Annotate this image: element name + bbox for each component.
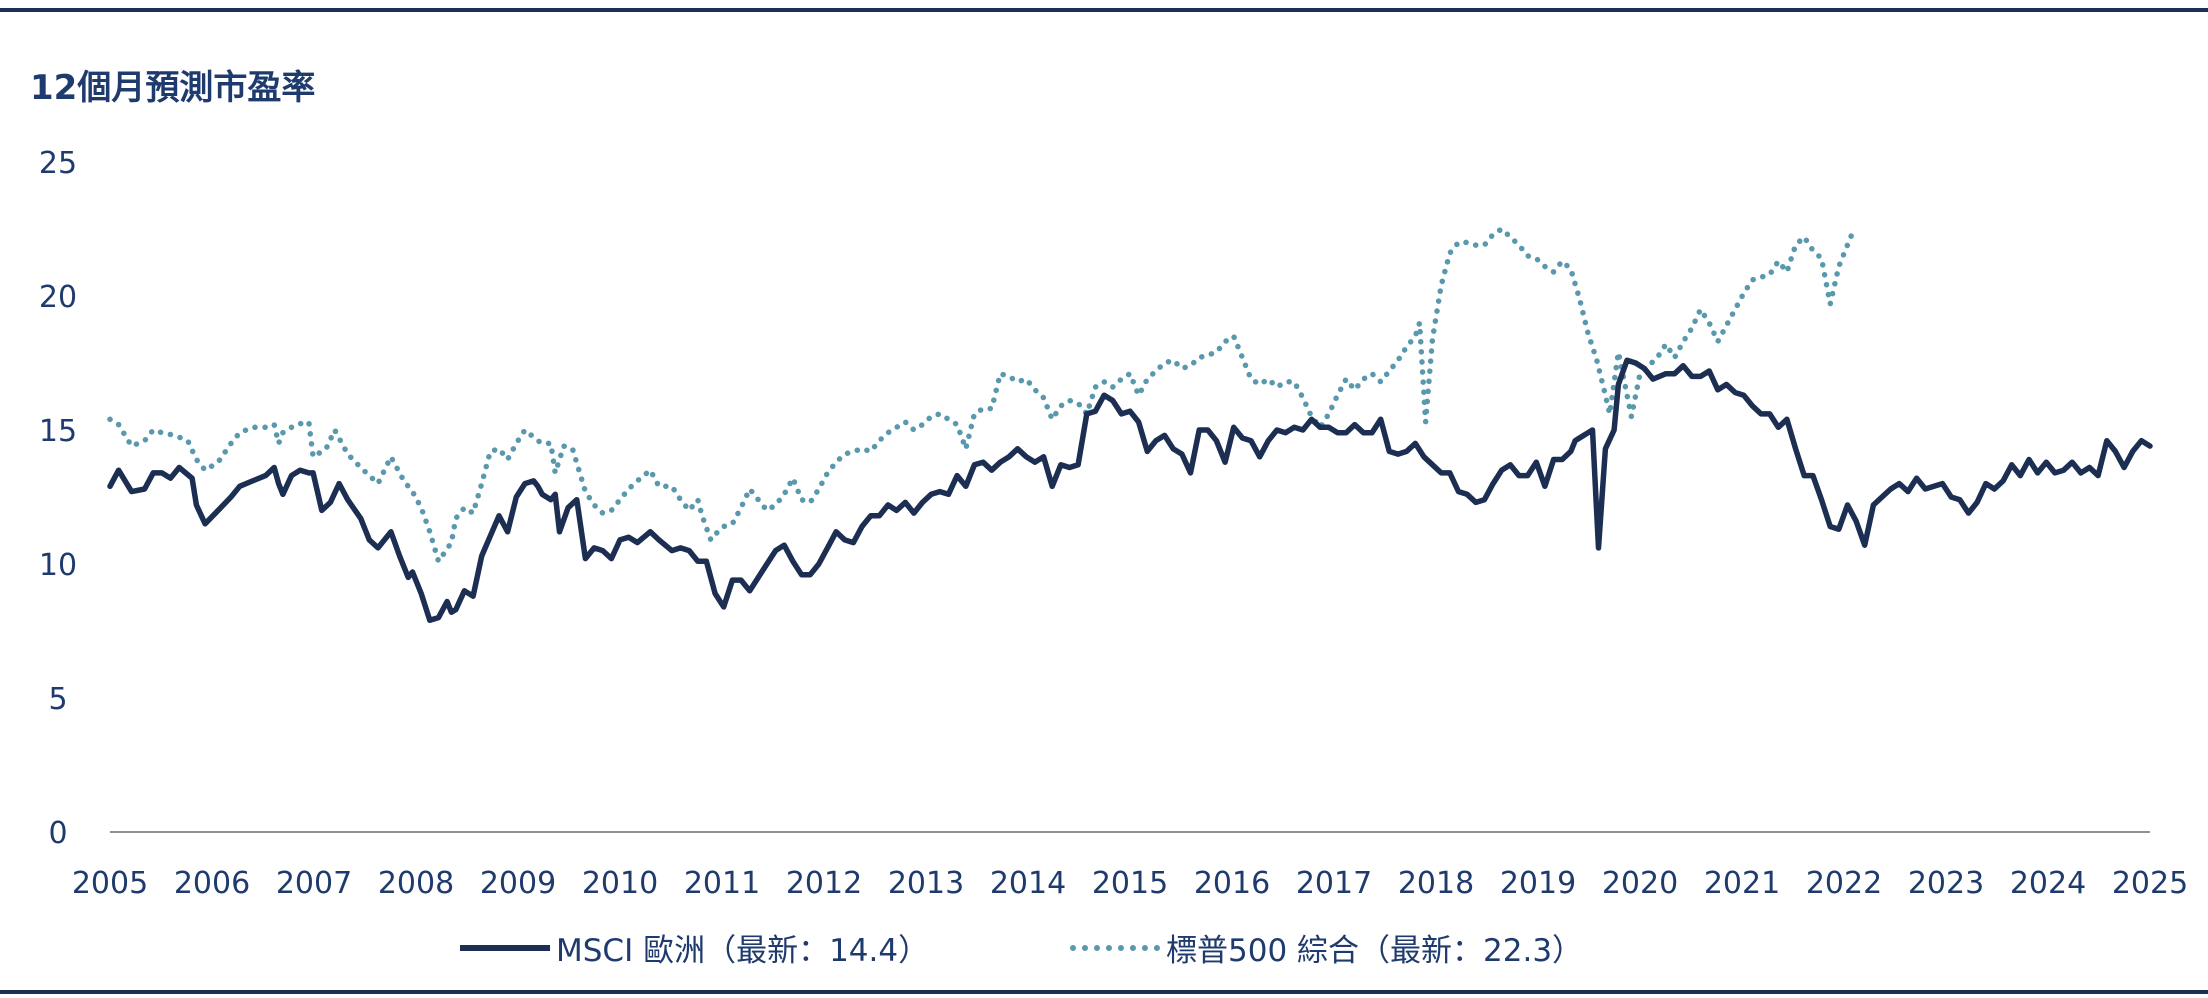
y-tick-label: 25 — [39, 146, 77, 181]
x-tick-label: 2014 — [990, 866, 1066, 901]
top-rule — [0, 8, 2208, 12]
y-tick-label: 5 — [48, 682, 67, 717]
y-tick-label: 10 — [39, 548, 77, 583]
y-tick-label: 0 — [48, 816, 67, 851]
x-tick-label: 2012 — [786, 866, 862, 901]
legend-swatch-dotted — [1070, 944, 1160, 951]
x-tick-label: 2020 — [1602, 866, 1678, 901]
legend-swatch-solid — [460, 944, 550, 951]
x-tick-label: 2017 — [1296, 866, 1372, 901]
legend-item-sp500: 標普500 綜合（最新：22.3） — [1070, 925, 1583, 970]
chart-title: 12個月預測市盈率 — [30, 68, 316, 108]
x-tick-label: 2007 — [276, 866, 352, 901]
legend: MSCI 歐洲（最新：14.4） 標普500 綜合（最新：22.3） — [0, 925, 2208, 975]
y-tick-label: 20 — [39, 280, 77, 315]
series-line-sp500 — [107, 226, 1855, 565]
x-tick-label: 2022 — [1806, 866, 1882, 901]
legend-item-msci: MSCI 歐洲（最新：14.4） — [460, 925, 929, 970]
x-tick-label: 2019 — [1500, 866, 1576, 901]
x-tick-label: 2025 — [2112, 866, 2188, 901]
x-tick-label: 2010 — [582, 866, 658, 901]
legend-label-sp500: 標普500 綜合（最新：22.3） — [1166, 933, 1584, 969]
bottom-rule — [0, 990, 2208, 994]
x-tick-label: 2005 — [72, 866, 148, 901]
series-line-msci-europe — [107, 357, 2153, 624]
legend-label-msci: MSCI 歐洲（最新：14.4） — [556, 933, 930, 969]
x-tick-label: 2018 — [1398, 866, 1474, 901]
y-tick-label: 15 — [39, 414, 77, 449]
x-tick-label: 2023 — [1908, 866, 1984, 901]
x-tick-label: 2009 — [480, 866, 556, 901]
x-tick-label: 2021 — [1704, 866, 1780, 901]
x-tick-label: 2016 — [1194, 866, 1270, 901]
x-tick-label: 2008 — [378, 866, 454, 901]
x-tick-label: 2006 — [174, 866, 250, 901]
x-tick-label: 2024 — [2010, 866, 2086, 901]
x-tick-label: 2015 — [1092, 866, 1168, 901]
x-tick-label: 2011 — [684, 866, 760, 901]
x-tick-label: 2013 — [888, 866, 964, 901]
